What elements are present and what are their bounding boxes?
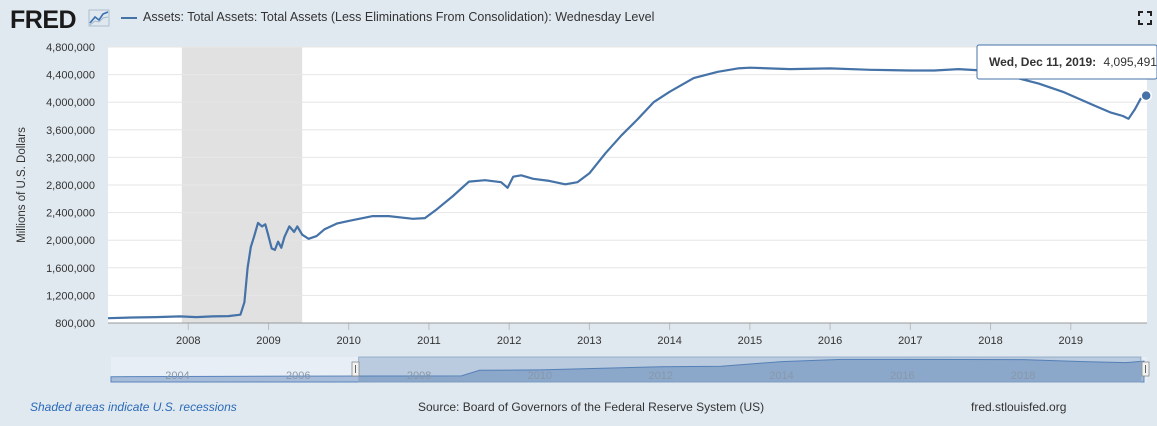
navigator-selection[interactable] xyxy=(358,356,1142,383)
x-tick-label: 2012 xyxy=(497,335,521,347)
navigator-series xyxy=(110,358,1145,383)
navigator-label: 2018 xyxy=(1011,370,1035,382)
y-tick-label: 1,600,000 xyxy=(46,263,95,275)
navigator-label: 2012 xyxy=(648,370,672,382)
x-tick-label: 2016 xyxy=(818,335,842,347)
tooltip-value: 4,095,491 xyxy=(1104,55,1157,69)
y-tick-label: 800,000 xyxy=(55,318,95,330)
recession-note[interactable]: Shaded areas indicate U.S. recessions xyxy=(30,400,237,414)
y-tick-label: 2,000,000 xyxy=(46,235,95,247)
y-tick-label: 2,400,000 xyxy=(46,208,95,220)
source-text: Source: Board of Governors of the Federa… xyxy=(418,400,765,414)
grid-lines xyxy=(108,46,1147,296)
navigator-labels: 2004 2006 2008 2010 2012 2014 2016 2018 xyxy=(165,370,1035,382)
x-tick-label: 2010 xyxy=(336,335,360,347)
x-tick-label: 2009 xyxy=(256,335,280,347)
line-chart: 800,000 1,200,000 1,600,000 2,000,000 2,400,… xyxy=(16,42,1157,383)
y-axis-ticks: 800,000 1,200,000 1,600,000 2,000,000 2,400,… xyxy=(46,42,95,330)
tooltip-box xyxy=(976,44,1157,80)
hover-point[interactable] xyxy=(1140,89,1152,102)
fred-logo[interactable]: FRED xyxy=(10,6,77,34)
fullscreen-icon[interactable] xyxy=(1138,11,1152,25)
chart-line-icon xyxy=(88,9,110,27)
x-axis-ticks: 2008 2009 2010 2011 2012 2013 2014 2015 2016 2017… xyxy=(176,323,1083,347)
y-axis-title: Millions of U.S. Dollars xyxy=(16,127,28,243)
navigator-label: 2006 xyxy=(286,370,310,382)
x-tick-label: 2013 xyxy=(577,335,601,347)
x-tick-label: 2017 xyxy=(898,335,922,347)
chart-header: FRED Assets: Total Assets: Total Assets … xyxy=(0,0,1157,36)
navigator-label: 2004 xyxy=(165,370,189,382)
y-tick-label: 3,200,000 xyxy=(46,152,95,164)
y-tick-label: 4,000,000 xyxy=(46,97,95,109)
y-tick-label: 2,800,000 xyxy=(46,180,95,192)
source-url[interactable]: fred.stlouisfed.org xyxy=(971,400,1067,414)
tooltip: Wed, Dec 11, 2019: 4,095,491 xyxy=(976,44,1157,80)
y-tick-label: 4,800,000 xyxy=(46,42,95,54)
legend-swatch xyxy=(121,17,137,19)
navigator-label: 2010 xyxy=(528,370,552,382)
navigator-label: 2008 xyxy=(407,370,431,382)
y-tick-label: 4,400,000 xyxy=(46,70,95,82)
navigator-label: 2014 xyxy=(769,370,793,382)
tooltip-date: Wed, Dec 11, 2019: xyxy=(989,55,1096,69)
x-tick-label: 2011 xyxy=(417,335,441,347)
range-navigator[interactable]: 2004 2006 2008 2010 2012 2014 2016 2018 xyxy=(110,356,1150,383)
x-tick-label: 2008 xyxy=(176,335,200,347)
y-tick-label: 3,600,000 xyxy=(46,125,95,137)
y-tick-label: 1,200,000 xyxy=(46,290,95,302)
x-tick-label: 2015 xyxy=(738,335,762,347)
x-tick-label: 2019 xyxy=(1059,335,1083,347)
navigator-label: 2016 xyxy=(890,370,914,382)
x-tick-label: 2018 xyxy=(978,335,1002,347)
svg-text:Wed, Dec 11, 2019: 4,095: Wed, Dec 11, 2019: 4,095,491 xyxy=(989,55,1157,69)
legend-label[interactable]: Assets: Total Assets: Total Assets (Less… xyxy=(143,10,655,24)
series-line[interactable] xyxy=(107,66,1147,320)
x-tick-label: 2014 xyxy=(657,335,681,347)
